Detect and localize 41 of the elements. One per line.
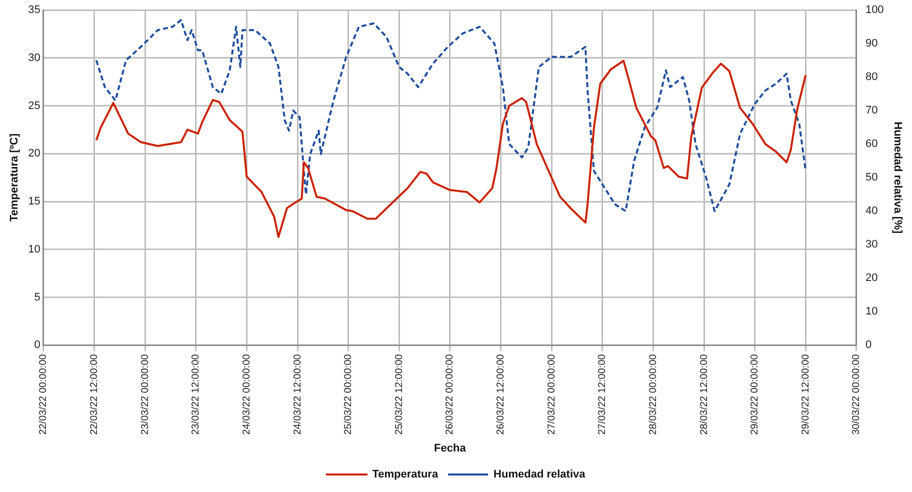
y2-tick-label: 80 [865, 71, 878, 84]
y-tick-label: 0 [34, 339, 40, 352]
x-tick-label: 23/03/22 12:00:00 [190, 354, 202, 435]
x-tick-label: 25/03/22 12:00:00 [394, 354, 405, 435]
y-tick-label: 5 [34, 291, 40, 304]
x-tick-label: 24/03/22 12:00:00 [292, 354, 304, 435]
y2-tick-label: 90 [865, 38, 878, 50]
y-tick-label: 10 [28, 243, 40, 256]
y2-tick-label: 20 [865, 272, 878, 284]
y2-tick-label: 100 [865, 4, 884, 16]
y-tick-label: 30 [28, 52, 40, 64]
y-tick-label: 25 [28, 100, 40, 112]
y2-tick-label: 60 [865, 138, 878, 150]
x-tick-label: 25/03/22 00:00:00 [343, 354, 354, 435]
x-tick-label: 27/03/22 12:00:00 [597, 354, 608, 435]
x-tick-label: 24/03/22 00:00:00 [241, 354, 252, 435]
x-tick-label: 28/03/22 12:00:00 [698, 354, 710, 435]
x-tick-label: 26/03/22 12:00:00 [496, 354, 507, 435]
y2-tick-label: 70 [865, 104, 878, 117]
x-tick-label: 30/03/22 00:00:00 [851, 354, 862, 435]
y2-tick-label: 50 [865, 172, 878, 184]
x-tick-label: 23/03/22 00:00:00 [140, 354, 151, 435]
y2-tick-label: 30 [865, 238, 878, 251]
legend-label: Humedad relativa [494, 468, 586, 481]
y-tick-label: 15 [28, 196, 40, 208]
x-tick-label: 28/03/22 00:00:00 [648, 354, 659, 435]
y2-tick-label: 40 [865, 205, 878, 218]
y2-tick-label: 0 [865, 339, 872, 352]
x-tick-label: 29/03/22 00:00:00 [750, 354, 761, 435]
y-tick-label: 35 [28, 4, 40, 16]
x-tick-label: 22/03/22 00:00:00 [38, 354, 50, 435]
y2-axis-title: Humedad relativa [%] [891, 122, 904, 234]
y2-tick-label: 10 [865, 306, 878, 318]
x-tick-label: 26/03/22 00:00:00 [444, 354, 456, 435]
y-tick-label: 20 [28, 148, 40, 160]
x-tick-label: 29/03/22 12:00:00 [800, 354, 812, 435]
x-tick-label: 22/03/22 12:00:00 [89, 354, 100, 435]
y-axis-title: Temperatura [ºC] [8, 133, 21, 222]
x-tick-label: 27/03/22 00:00:00 [546, 354, 558, 435]
x-axis-title: Fecha [434, 442, 467, 454]
legend-label: Temperatura [372, 468, 439, 481]
